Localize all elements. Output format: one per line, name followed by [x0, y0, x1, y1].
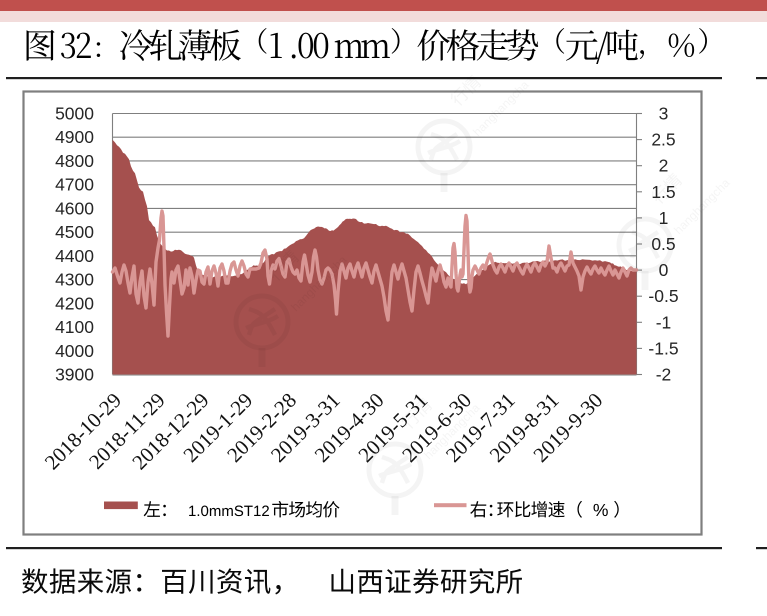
svg-text:4600: 4600: [55, 198, 94, 218]
svg-text:4300: 4300: [55, 270, 94, 290]
svg-text:0: 0: [659, 260, 669, 280]
svg-text:4400: 4400: [55, 246, 94, 266]
svg-text:1: 1: [659, 208, 669, 228]
svg-text:4700: 4700: [55, 175, 94, 195]
svg-text:-0.5: -0.5: [648, 286, 678, 306]
svg-text:3: 3: [659, 104, 669, 124]
svg-text:0.5: 0.5: [651, 234, 675, 254]
svg-text:3900: 3900: [55, 365, 94, 385]
svg-text:4000: 4000: [55, 341, 94, 361]
svg-text:5000: 5000: [55, 104, 94, 124]
svg-text:4100: 4100: [55, 317, 94, 337]
svg-text:-1: -1: [656, 312, 672, 332]
svg-text:4900: 4900: [55, 127, 94, 147]
svg-text:4800: 4800: [55, 151, 94, 171]
svg-text:-2: -2: [656, 365, 672, 385]
svg-text:4500: 4500: [55, 222, 94, 242]
svg-text:4200: 4200: [55, 293, 94, 313]
svg-text:-1.5: -1.5: [648, 338, 678, 358]
svg-text:1.5: 1.5: [651, 182, 675, 202]
svg-text:2: 2: [659, 156, 669, 176]
svg-text:2.5: 2.5: [651, 130, 675, 150]
